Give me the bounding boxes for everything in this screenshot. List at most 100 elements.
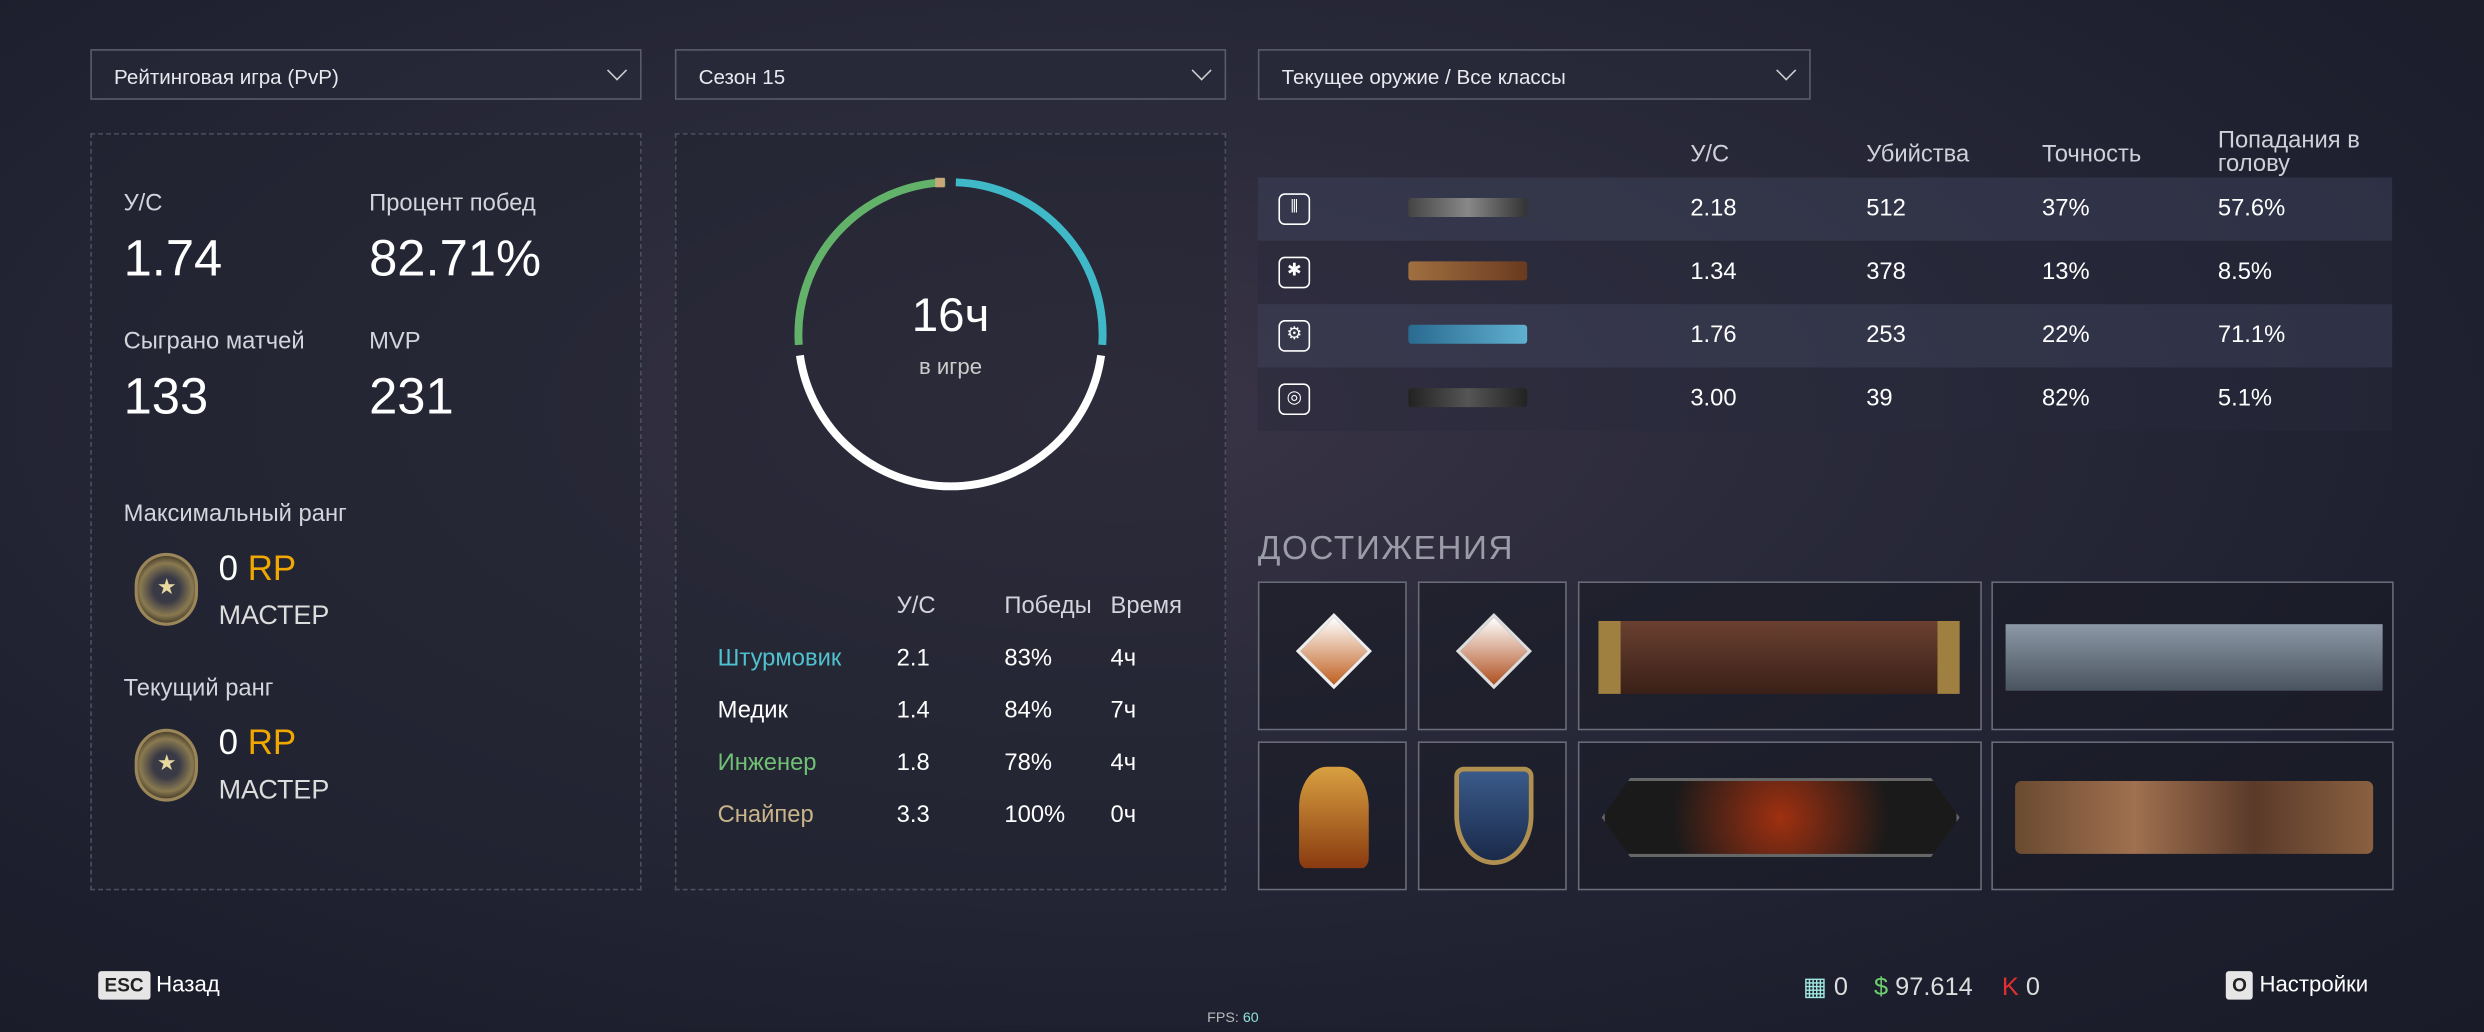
class-name: Инженер xyxy=(717,749,817,777)
crown-currency-icon: ▦ xyxy=(1802,974,1827,1002)
achievement-griffin-shield[interactable] xyxy=(1417,741,1567,891)
current-rank-name: МАСТЕР xyxy=(218,774,330,805)
class-wins: 83% xyxy=(1004,644,1052,672)
matches-label: Сыграно матчей xyxy=(123,327,305,355)
col-wins: Победы xyxy=(1004,592,1092,620)
weapon-value: Текущее оружие / Все классы xyxy=(1281,64,1566,89)
class-wins: 78% xyxy=(1004,749,1052,777)
weapon-col-kills: Убийства xyxy=(1866,140,1970,168)
class-kd: 3.3 xyxy=(896,801,930,829)
achievement-steel-plaque[interactable] xyxy=(1991,581,2394,731)
class-wins: 84% xyxy=(1004,697,1052,724)
playtime-ring xyxy=(794,177,1107,491)
season-value: Сезон 15 xyxy=(698,64,786,89)
esc-key: ESC xyxy=(98,971,151,1000)
weapon-kd: 1.34 xyxy=(1690,258,1737,286)
rp-unit: RP xyxy=(247,722,297,763)
class-time: 7ч xyxy=(1110,697,1137,724)
achievement-wooden-plaque[interactable] xyxy=(1577,581,1982,731)
achievements-title: ДОСТИЖЕНИЯ xyxy=(1257,530,1515,568)
achievement-painting-plaque[interactable] xyxy=(1991,741,2394,891)
back-button[interactable]: ESC Назад xyxy=(98,971,220,1000)
o-key: O xyxy=(2225,971,2254,1000)
playtime-panel: 16ч в игре У/С Победы Время Штурмовик 2.1… xyxy=(674,133,1227,891)
playtime-value: 16ч xyxy=(911,289,990,343)
weapon-kills: 512 xyxy=(1866,194,1906,222)
mode-value: Рейтинговая игра (PvP) xyxy=(114,64,339,89)
currency-money: 97.614 xyxy=(1895,974,1973,1002)
col-time: Время xyxy=(1110,592,1183,620)
weapon-accuracy: 13% xyxy=(2042,258,2090,286)
achievement-caped-figure[interactable] xyxy=(1257,741,1407,891)
kd-label: У/С xyxy=(123,190,163,218)
weapon-accuracy: 22% xyxy=(2042,321,2090,349)
achievement-rank-1-gold[interactable] xyxy=(1257,581,1407,731)
fps-label: FPS: xyxy=(1207,1009,1239,1025)
fps-value: 60 xyxy=(1242,1009,1259,1025)
settings-button[interactable]: O Настройки xyxy=(2225,971,2369,1000)
class-kd: 1.8 xyxy=(896,749,930,777)
weapon-dropdown[interactable]: Текущее оружие / Все классы xyxy=(1257,49,1811,100)
playtime-label: в игре xyxy=(918,353,983,379)
summary-panel: У/С 1.74 Процент побед 82.71% Сыграно ма… xyxy=(90,133,642,891)
weapon-kills: 39 xyxy=(1866,384,1893,412)
weapon-kd: 1.76 xyxy=(1690,321,1737,349)
weapon-image xyxy=(1408,388,1528,408)
weapon-row[interactable]: ⚙ 1.76 253 22% 71.1% xyxy=(1257,304,2393,368)
fps-counter: FPS: 60 xyxy=(1207,1009,1259,1025)
weapon-image xyxy=(1408,324,1528,344)
weapon-row[interactable]: ⦀ 2.18 512 37% 57.6% xyxy=(1257,177,2393,241)
kd-value: 1.74 xyxy=(123,229,223,287)
weapon-row[interactable]: ◎ 3.00 39 82% 5.1% xyxy=(1257,367,2393,431)
weapon-image xyxy=(1408,261,1528,281)
current-rank-rp: 0 xyxy=(218,722,239,763)
current-rank-label: Текущий ранг xyxy=(123,674,274,702)
achievement-weapon-plaque[interactable] xyxy=(1577,741,1982,891)
ring-segment xyxy=(935,177,945,188)
achievement-rank-1-silver[interactable] xyxy=(1417,581,1567,731)
currency-credits: 0 xyxy=(2025,974,2041,1002)
class-kd: 2.1 xyxy=(896,644,930,672)
class-name: Штурмовик xyxy=(717,644,842,672)
k-credits-icon: K xyxy=(2001,974,2019,1002)
currency-crowns: 0 xyxy=(1833,974,1848,1002)
weapon-col-headshots: Попадания в голову xyxy=(2217,126,2360,178)
weapon-accuracy: 37% xyxy=(2042,194,2090,222)
weapon-col-accuracy: Точность xyxy=(2042,140,2142,168)
class-name: Снайпер xyxy=(717,801,814,829)
weapon-headshots: 57.6% xyxy=(2217,194,2286,222)
weapon-headshots: 8.5% xyxy=(2217,258,2273,286)
medic-icon: ✱ xyxy=(1278,256,1311,289)
rp-unit: RP xyxy=(247,548,297,588)
rank-shield-icon xyxy=(134,552,199,626)
max-rank-label: Максимальный ранг xyxy=(123,500,347,528)
class-wins: 100% xyxy=(1004,801,1066,829)
ring-segment xyxy=(795,354,1106,491)
dollar-icon: $ xyxy=(1874,974,1889,1002)
class-time: 4ч xyxy=(1110,749,1137,777)
weapon-col-kd: У/С xyxy=(1690,140,1730,168)
weapon-kills: 253 xyxy=(1866,321,1906,349)
engineer-gear-icon: ⚙ xyxy=(1278,320,1311,352)
settings-label: Настройки xyxy=(2259,971,2369,997)
back-label: Назад xyxy=(156,971,220,997)
weapon-headshots: 71.1% xyxy=(2217,321,2286,349)
currency-bar: ▦ 0 $ 97.614 K 0 xyxy=(1803,971,2040,1003)
weapon-image xyxy=(1408,198,1528,218)
class-name: Медик xyxy=(717,697,788,724)
weapon-headshots: 5.1% xyxy=(2217,384,2273,412)
mode-dropdown[interactable]: Рейтинговая игра (PvP) xyxy=(90,49,642,100)
matches-value: 133 xyxy=(123,367,209,425)
weapon-accuracy: 82% xyxy=(2042,384,2090,412)
weapon-row[interactable]: ✱ 1.34 378 13% 8.5% xyxy=(1257,240,2393,305)
max-rank-rp: 0 xyxy=(218,548,239,588)
weapon-kd: 2.18 xyxy=(1690,194,1737,222)
chevron-down-icon xyxy=(606,60,628,81)
rifleman-ammo-icon: ⦀ xyxy=(1278,193,1311,225)
max-rank-name: МАСТЕР xyxy=(218,600,330,631)
ring-segment xyxy=(955,178,1107,346)
class-time: 0ч xyxy=(1110,801,1137,829)
winrate-label: Процент побед xyxy=(369,190,536,218)
chevron-down-icon xyxy=(1191,60,1212,81)
season-dropdown[interactable]: Сезон 15 xyxy=(674,49,1227,100)
